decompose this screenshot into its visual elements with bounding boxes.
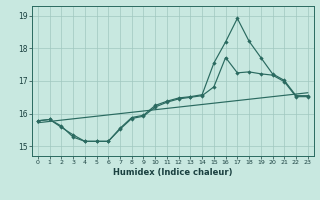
X-axis label: Humidex (Indice chaleur): Humidex (Indice chaleur) [113, 168, 233, 177]
